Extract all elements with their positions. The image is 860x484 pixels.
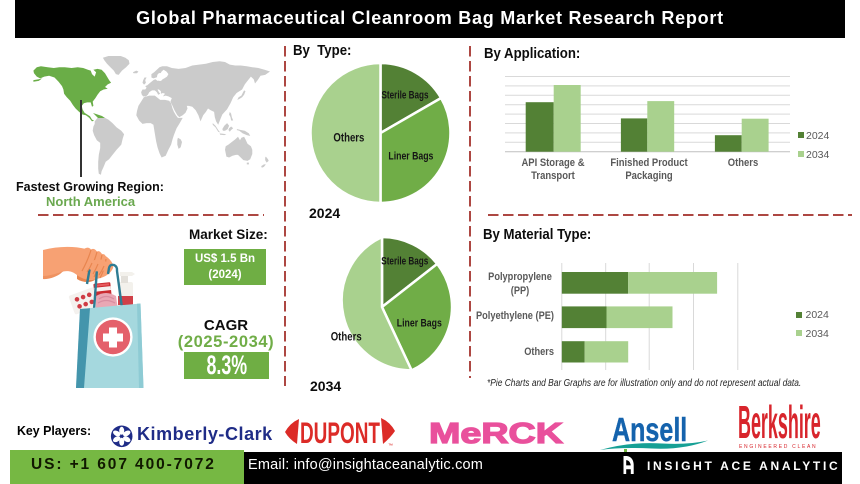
- svg-text:Others: Others: [331, 329, 362, 343]
- svg-text:DUPONT: DUPONT: [300, 417, 380, 450]
- svg-text:MeRCK: MeRCK: [429, 418, 563, 448]
- svg-text:Sterile Bags: Sterile Bags: [381, 256, 428, 268]
- svg-text:Liner Bags: Liner Bags: [388, 150, 433, 162]
- svg-text:™: ™: [388, 443, 393, 449]
- svg-text:Liner Bags: Liner Bags: [397, 318, 442, 330]
- svg-text:Others: Others: [333, 131, 364, 145]
- svg-text:Sterile Bags: Sterile Bags: [382, 90, 429, 102]
